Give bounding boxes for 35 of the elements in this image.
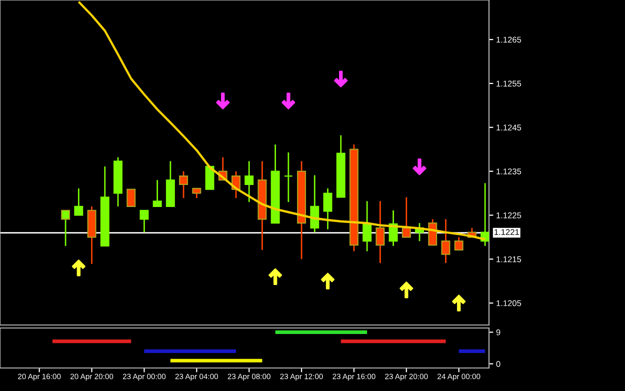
y-tick-label: 1.1225 xyxy=(496,212,522,218)
candlestick xyxy=(376,200,385,264)
y-tick-label: 1.1235 xyxy=(496,168,522,174)
candlestick xyxy=(402,196,411,238)
candlestick xyxy=(140,210,149,234)
candlestick xyxy=(192,188,202,199)
point xyxy=(452,294,466,312)
y-tick-label: 1.1245 xyxy=(496,124,522,130)
y-tick-label: 1.1205 xyxy=(496,300,522,306)
point xyxy=(412,158,426,176)
candlestick xyxy=(454,236,464,251)
point xyxy=(282,92,296,110)
candlestick xyxy=(179,170,188,199)
candlestick xyxy=(61,210,70,247)
point xyxy=(268,268,282,286)
candlestick xyxy=(323,188,332,230)
point xyxy=(334,70,348,88)
y-tick-label: 1.1215 xyxy=(496,256,522,262)
candlestick xyxy=(126,188,136,207)
point xyxy=(320,272,335,290)
candlestick xyxy=(244,160,254,203)
point xyxy=(72,260,86,276)
y-tick-label: 0 xyxy=(496,360,500,367)
candlestick xyxy=(284,152,293,203)
candlestick xyxy=(310,174,320,234)
candlestick xyxy=(441,218,450,264)
candlestick xyxy=(152,179,162,208)
y-tick-label: 1.1255 xyxy=(496,80,522,87)
point xyxy=(400,282,414,298)
ref-line-label: 1.1221 xyxy=(494,229,519,235)
candlestick xyxy=(362,200,372,252)
y-tick-label: 9 xyxy=(496,329,500,336)
point xyxy=(216,92,230,110)
candlestick xyxy=(74,188,84,216)
y-tick-label: 1.1265 xyxy=(496,36,522,43)
